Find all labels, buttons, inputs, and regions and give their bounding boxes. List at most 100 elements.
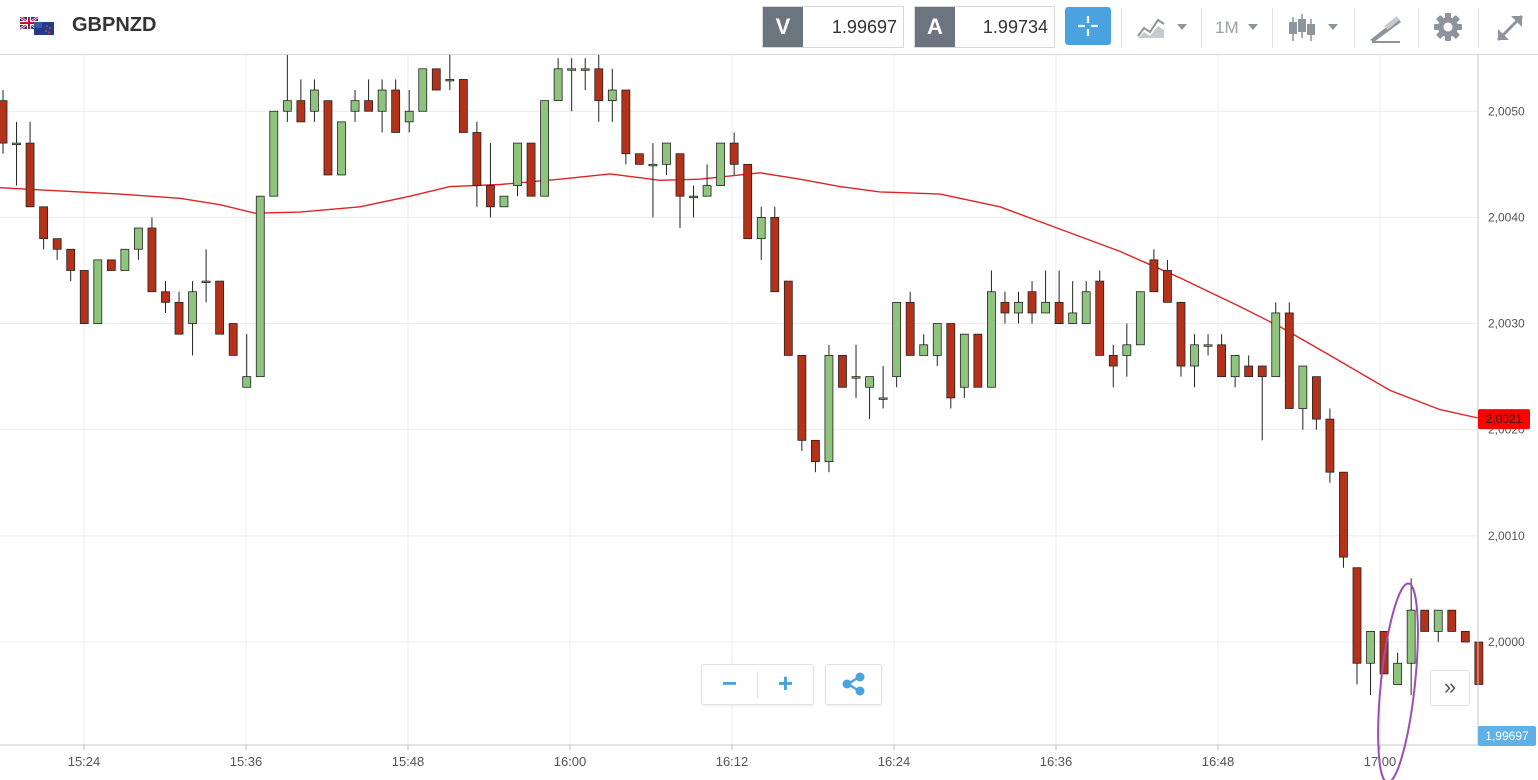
chevron-down-icon xyxy=(1248,24,1258,30)
bull-candle-body xyxy=(987,291,996,388)
bear-candle-body xyxy=(594,68,604,102)
plot-area xyxy=(0,55,1478,745)
bull-candle-body xyxy=(892,301,902,378)
bull-candle-body xyxy=(824,355,834,462)
bull-candle-body xyxy=(607,89,617,102)
bull-candle-body xyxy=(553,68,563,102)
candle xyxy=(39,206,49,250)
bear-candle-body xyxy=(215,280,225,335)
bear-candle-body xyxy=(472,132,482,186)
bull-candle-body xyxy=(188,291,197,324)
toolbar-divider xyxy=(1201,8,1202,48)
candle xyxy=(0,90,8,154)
candle xyxy=(987,270,996,388)
chevron-down-icon xyxy=(1328,24,1338,30)
chart-type-button[interactable] xyxy=(1132,8,1194,48)
bear-candle-body xyxy=(458,79,468,133)
candle xyxy=(499,195,509,208)
bull-candle-body xyxy=(255,195,265,378)
bull-candle-body xyxy=(1393,662,1403,685)
bear-candle-body xyxy=(770,217,780,293)
currency-pair-flag-icon xyxy=(20,17,54,35)
candle xyxy=(1190,334,1199,388)
bear-candle-body xyxy=(431,68,441,91)
bear-candle-body xyxy=(1325,418,1335,473)
candle xyxy=(594,55,604,122)
candle xyxy=(1230,355,1240,388)
bear-candle-body xyxy=(1027,291,1037,314)
candle-style-button[interactable] xyxy=(1282,8,1344,48)
sell-quote-button[interactable]: V 1.99697 xyxy=(762,6,904,48)
bear-candle-body xyxy=(323,100,333,176)
candle xyxy=(337,121,346,176)
candle xyxy=(445,55,455,91)
candle xyxy=(364,79,373,112)
gear-icon xyxy=(1434,13,1462,41)
candle xyxy=(702,164,712,197)
bull-candle-body xyxy=(1203,344,1213,347)
price-chart[interactable]: 2,00002,00102,00202,00302,00402,005015:2… xyxy=(0,55,1538,780)
candle xyxy=(296,79,306,123)
x-axis-tick-label: 15:24 xyxy=(68,754,101,769)
toolbar-divider xyxy=(1272,8,1273,48)
scroll-to-latest-button[interactable]: » xyxy=(1430,670,1470,706)
bull-candle-body xyxy=(269,110,279,197)
crosshair-button[interactable] xyxy=(1065,7,1111,45)
bear-candle-body xyxy=(1176,301,1186,367)
bear-candle-body xyxy=(174,301,184,335)
bear-candle-body xyxy=(1311,376,1321,420)
bull-candle-body xyxy=(1406,609,1416,664)
fullscreen-button[interactable] xyxy=(1490,8,1530,48)
candle xyxy=(25,121,35,208)
candle xyxy=(919,334,929,356)
bear-candle-body xyxy=(1447,609,1457,632)
toolbar-divider xyxy=(1354,8,1355,48)
candle xyxy=(1000,291,1010,324)
timeframe-dropdown[interactable]: 1M xyxy=(1210,8,1266,48)
drawing-tools-button[interactable] xyxy=(1366,8,1406,48)
bull-candle-body xyxy=(499,195,509,208)
candle xyxy=(1393,652,1403,685)
candle xyxy=(1474,641,1484,685)
candle xyxy=(255,195,265,378)
bear-candle-body xyxy=(296,100,306,123)
candle xyxy=(377,79,387,133)
candle xyxy=(811,439,820,473)
candle xyxy=(147,217,157,293)
bear-candle-body xyxy=(1163,270,1172,303)
zoom-out-button[interactable]: − xyxy=(721,668,738,698)
bear-candle-body xyxy=(838,355,847,388)
settings-button[interactable] xyxy=(1428,8,1468,48)
candle xyxy=(242,334,252,388)
buy-quote-button[interactable]: A 1.99734 xyxy=(914,6,1055,48)
bull-candle-body xyxy=(282,100,292,112)
candle xyxy=(1149,249,1159,293)
candle xyxy=(215,280,225,335)
bull-candle-body xyxy=(133,227,143,250)
zoom-in-button[interactable]: + xyxy=(777,668,794,698)
bull-candle-body xyxy=(580,68,590,71)
candle xyxy=(1122,323,1132,377)
bull-candle-body xyxy=(1122,344,1132,356)
candle xyxy=(675,153,685,229)
candle xyxy=(1257,365,1267,441)
x-axis-tick-label: 16:12 xyxy=(716,754,749,769)
annotation-ellipse xyxy=(1377,582,1419,780)
bear-candle-body xyxy=(1149,259,1159,293)
y-axis-tick-label: 2,0030 xyxy=(1488,317,1525,331)
bull-candle-body xyxy=(12,142,21,146)
share-button[interactable] xyxy=(825,664,882,705)
y-axis-tick-label: 2,0050 xyxy=(1488,104,1525,118)
candle xyxy=(865,376,874,420)
bear-candle-body xyxy=(1095,280,1105,356)
share-icon xyxy=(842,672,865,696)
bear-candle-body xyxy=(161,291,170,303)
bear-candle-body xyxy=(973,333,983,388)
candlesticks xyxy=(0,55,1484,696)
last-price-tag xyxy=(1478,726,1536,746)
candle xyxy=(553,58,563,102)
bear-candle-body xyxy=(147,227,157,293)
last-price-label: 1,99697 xyxy=(1485,729,1529,743)
bull-candle-body xyxy=(756,217,766,240)
bull-candle-body xyxy=(513,142,522,186)
